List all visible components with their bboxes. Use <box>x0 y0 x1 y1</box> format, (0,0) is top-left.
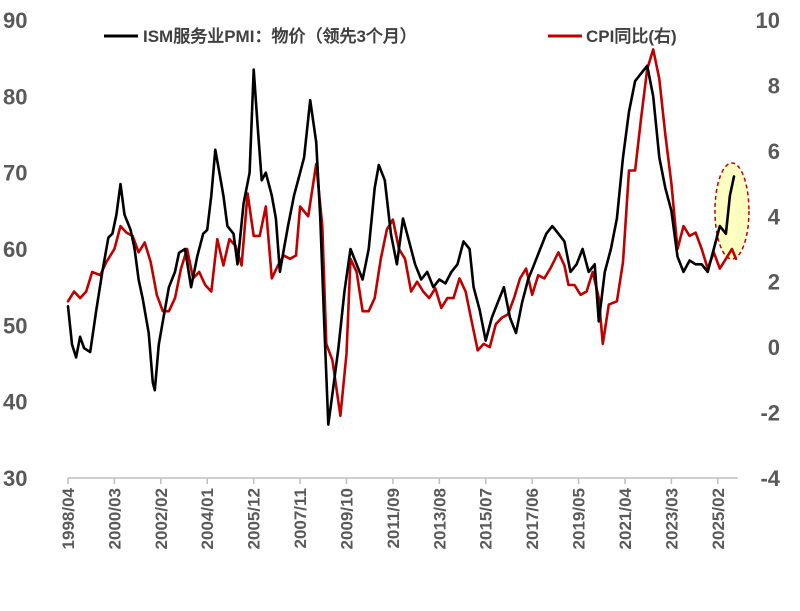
x-tick-label: 2019/05 <box>570 488 589 549</box>
right-axis: -4 -2 0 2 4 6 8 10 <box>756 8 781 491</box>
legend-label: ISM服务业PMI：物价（领先3个月） <box>143 26 417 46</box>
left-tick-label: 60 <box>3 237 27 262</box>
left-tick-label: 40 <box>3 390 27 415</box>
x-tick-label: 2002/02 <box>152 488 171 549</box>
left-tick-label: 80 <box>3 84 27 109</box>
x-tick-label: 2005/12 <box>245 488 264 549</box>
left-tick-label: 90 <box>3 8 27 33</box>
right-tick-label: 10 <box>756 8 780 33</box>
x-tick-label: 2015/07 <box>477 488 496 549</box>
x-tick-label: 2004/01 <box>198 488 217 549</box>
highlight-ellipse <box>714 162 750 260</box>
left-tick-label: 50 <box>3 313 27 338</box>
right-tick-label: 6 <box>768 139 780 164</box>
cpi-series-line <box>66 48 738 418</box>
x-tick-label: 2025/02 <box>709 488 728 549</box>
left-tick-label: 30 <box>3 466 27 491</box>
right-tick-label: 4 <box>768 204 781 229</box>
right-tick-label: 0 <box>768 335 780 360</box>
right-tick-label: 8 <box>768 73 780 98</box>
highlight-layer <box>714 162 750 260</box>
x-tick-label: 2011/09 <box>384 488 403 549</box>
left-tick-label: 70 <box>3 161 27 186</box>
x-tick-label: 2000/03 <box>105 488 124 549</box>
left-axis: 30 40 50 60 70 80 90 <box>3 8 27 491</box>
x-tick-label: 2017/06 <box>523 488 542 549</box>
legend: ISM服务业PMI：物价（领先3个月） CPI同比(右) <box>104 26 677 46</box>
right-tick-label: 2 <box>768 270 780 295</box>
legend-label: CPI同比(右) <box>586 26 677 46</box>
x-tick-label: 2007/11 <box>291 488 310 549</box>
right-tick-label: -4 <box>760 466 780 491</box>
x-tick-label: 2009/10 <box>337 488 356 549</box>
ism-prices-series-line <box>66 64 736 426</box>
x-tick-label: 2023/03 <box>662 488 681 549</box>
x-axis: 1998/04 2000/03 2002/02 2004/01 2005/12 2007/… <box>59 477 738 549</box>
right-tick-label: -2 <box>760 401 780 426</box>
series-layer <box>66 48 738 426</box>
x-tick-label: 2021/04 <box>616 487 635 549</box>
x-tick-label: 2013/08 <box>430 488 449 549</box>
x-tick-label: 1998/04 <box>59 487 78 549</box>
